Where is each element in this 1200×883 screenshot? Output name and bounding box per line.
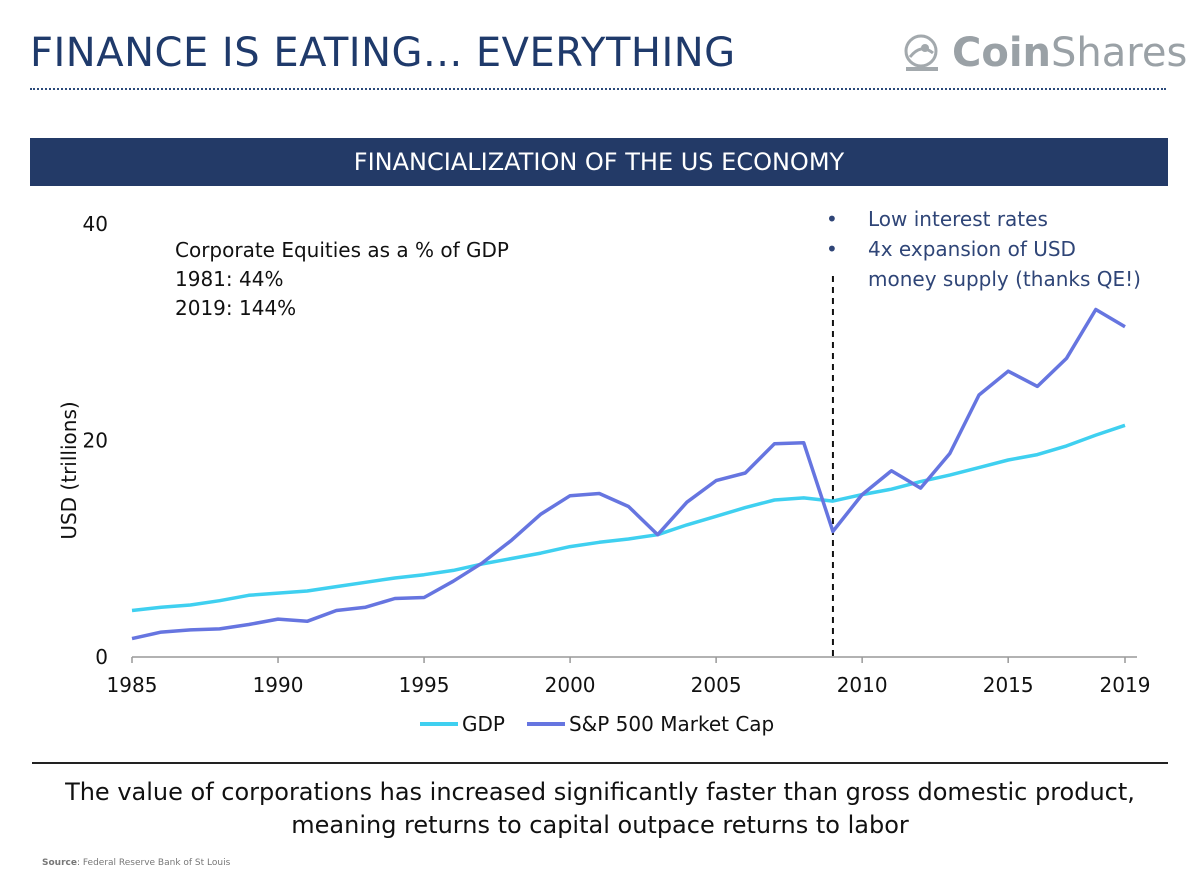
bullet-usd-expansion-cont: money supply (thanks QE!) xyxy=(868,267,1141,291)
logo-text-bold: Coin xyxy=(952,30,1052,76)
legend-item-gdp: GDP xyxy=(420,712,505,736)
y-axis-label: USD (trillions) xyxy=(57,401,81,539)
chart-banner: FINANCIALIZATION OF THE US ECONOMY xyxy=(30,138,1168,186)
x-tick-label: 2000 xyxy=(545,673,596,697)
logo-text-light: Shares xyxy=(1051,30,1188,76)
y-tick-label: 0 xyxy=(95,645,108,669)
qe-bullets: • Low interest rates • 4x expansion of U… xyxy=(826,204,1141,294)
bullet-marker: • xyxy=(826,207,838,231)
x-tick-label: 1990 xyxy=(253,673,304,697)
coinshares-logo: CoinShares xyxy=(900,28,1187,78)
caption-line-2: meaning returns to capital outpace retur… xyxy=(291,811,909,839)
annotation-line-3: 2019: 144% xyxy=(175,296,297,320)
x-tick-label: 2005 xyxy=(691,673,742,697)
legend-swatch-gdp xyxy=(420,722,458,726)
annotation-line-1: Corporate Equities as a % of GDP xyxy=(175,238,509,262)
legend-swatch-sp500 xyxy=(526,722,565,726)
series-line-gdp xyxy=(131,423,1126,613)
x-tick-label: 2019 xyxy=(1100,673,1151,697)
line-chart: 1985 1990 1995 2000 2005 2010 2015 2019 0 20 40 US… xyxy=(57,212,1151,697)
series-line-sp500 xyxy=(131,307,1126,641)
y-tick-label: 40 xyxy=(83,212,108,236)
bullet-marker: • xyxy=(826,237,838,261)
legend-item-sp500: S&P 500 Market Cap xyxy=(526,712,775,736)
y-tick-label: 20 xyxy=(83,429,108,453)
source-note: Source: Federal Reserve Bank of St Louis xyxy=(42,858,230,868)
legend-label-gdp: GDP xyxy=(462,712,505,736)
caption-divider xyxy=(32,762,1168,764)
title-divider xyxy=(30,88,1166,90)
page-title: FINANCE IS EATING... EVERYTHING xyxy=(30,30,736,76)
chart-caption: The value of corporations has increased … xyxy=(0,776,1200,842)
x-tick-label: 2010 xyxy=(837,673,888,697)
bullet-low-rates: Low interest rates xyxy=(868,207,1048,231)
helmet-icon xyxy=(904,34,938,71)
x-tick-label: 1985 xyxy=(107,673,158,697)
caption-line-1: The value of corporations has increased … xyxy=(65,778,1135,806)
bullet-usd-expansion: 4x expansion of USD xyxy=(868,237,1076,261)
x-tick-label: 2015 xyxy=(983,673,1034,697)
x-tick-label: 1995 xyxy=(399,673,450,697)
chart-legend: GDP S&P 500 Market Cap xyxy=(420,712,796,736)
equities-annotation: Corporate Equities as a % of GDP 1981: 4… xyxy=(175,236,509,323)
source-text: : Federal Reserve Bank of St Louis xyxy=(76,858,231,868)
annotation-line-2: 1981: 44% xyxy=(175,267,284,291)
legend-label-sp500: S&P 500 Market Cap xyxy=(568,712,775,736)
source-label: Source xyxy=(42,858,77,868)
